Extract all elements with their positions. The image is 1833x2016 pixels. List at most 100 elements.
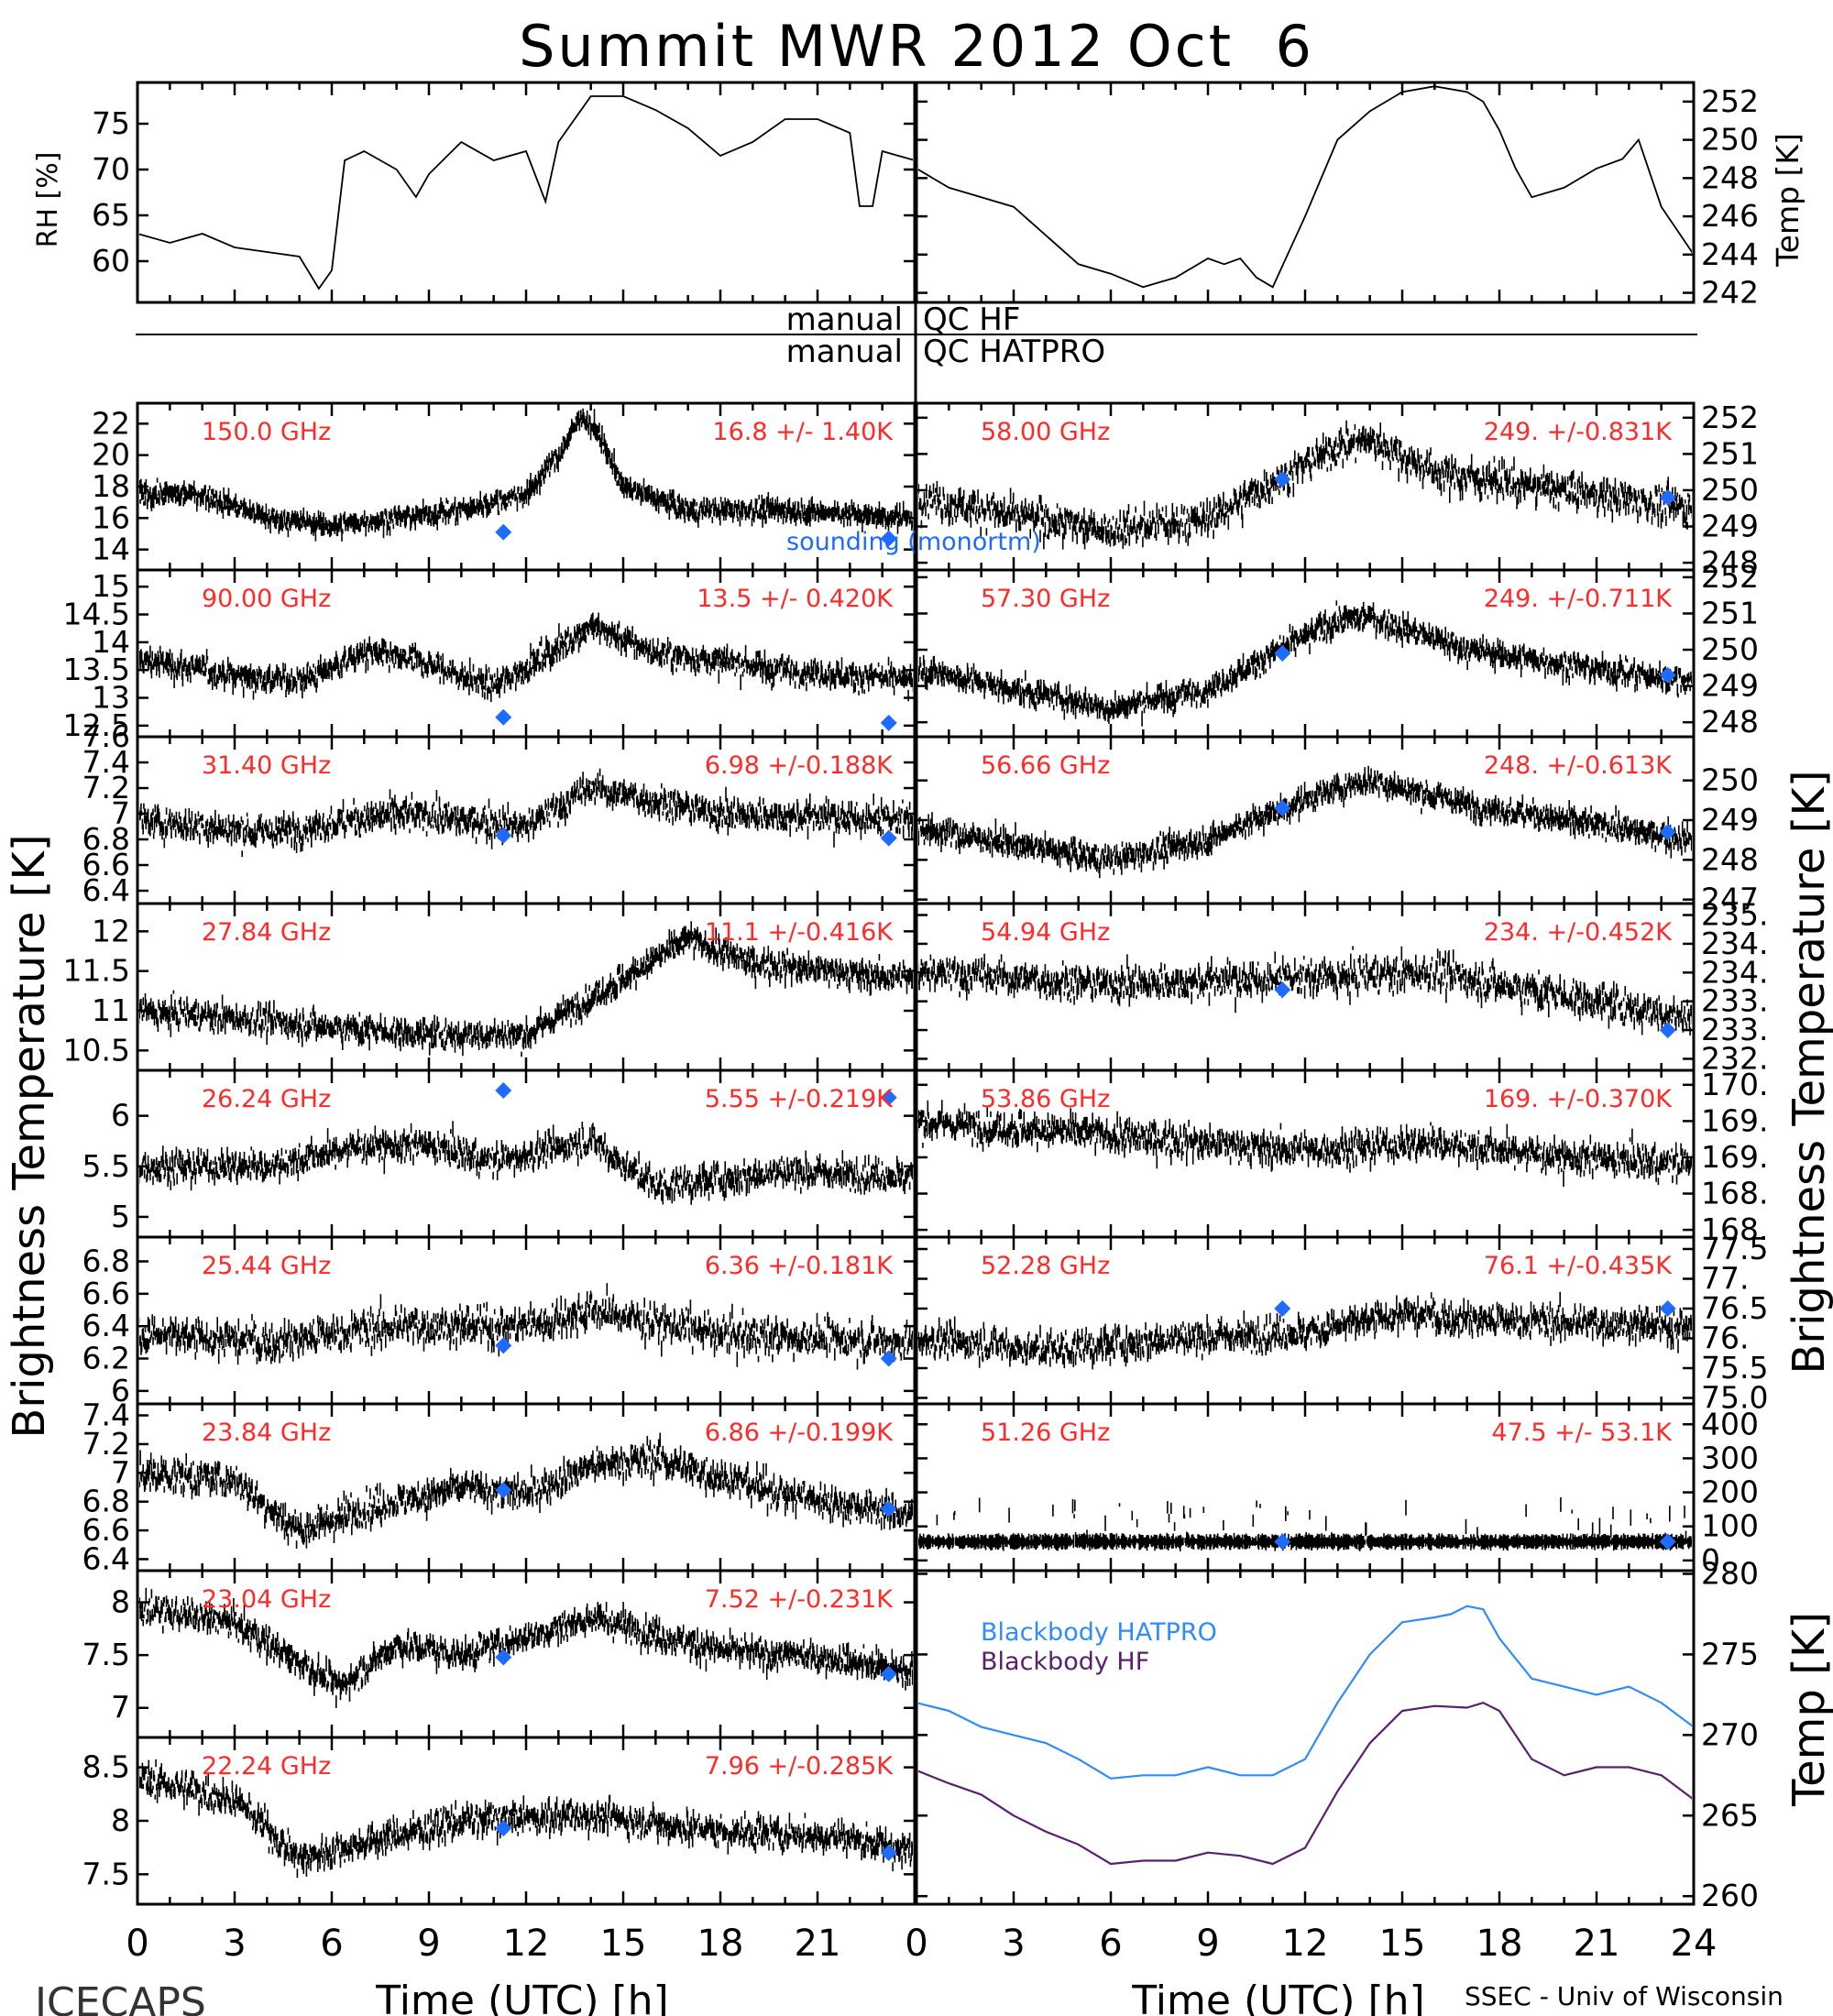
panel-51-26-ytick-label: 300: [1701, 1440, 1759, 1475]
panel-52-28-sounding-marker: [1274, 1300, 1291, 1317]
figure-title: Summit MWR 2012 Oct 6: [519, 13, 1314, 80]
panel-51-26-observations: [918, 1497, 1692, 1551]
panel-22-24-ytick-label: 7.5: [82, 1856, 130, 1891]
panel-23-04-observations: [139, 1587, 913, 1708]
panel-58-00-ytick-label: 249: [1701, 509, 1759, 544]
x-tick-label: 3: [223, 1923, 246, 1965]
panel-25-44-ytick-label: 6.8: [82, 1244, 130, 1279]
temp-axis-label-top: Temp [K]: [1770, 133, 1806, 268]
data-layer: [139, 85, 1692, 1879]
x-tick-label: 21: [795, 1923, 841, 1965]
panel-blackbody-ytick-label: 270: [1701, 1716, 1759, 1752]
panel-53-86-ytick-label: 169.: [1701, 1139, 1768, 1175]
panel-temp-series-line: [918, 85, 1692, 289]
panel-58-00-ytick-label: 250: [1701, 472, 1759, 508]
panel-25-44-ytick-label: 6.2: [82, 1341, 130, 1376]
panel-52-28-ytick-label: 75.0: [1701, 1380, 1768, 1416]
panel-53-86-ytick-label: 169.: [1701, 1102, 1768, 1138]
panel-23-04-sounding-marker: [880, 1665, 897, 1682]
panel-27-84-ytick-label: 11.5: [63, 953, 130, 989]
panel-52-28-ytick-label: 76.: [1701, 1320, 1749, 1356]
panel-52-28-ytick-label: 76.5: [1701, 1290, 1768, 1326]
panel-22-24-ytick-label: 8: [111, 1802, 130, 1838]
x-tick-label: 18: [1476, 1923, 1523, 1965]
x-tick-label: 12: [503, 1923, 550, 1965]
panel-22-24-observations: [139, 1759, 913, 1879]
bb-hatpro-legend-label: Blackbody HATPRO: [981, 1618, 1217, 1647]
panel-31-40-ytick-label: 7.4: [82, 744, 130, 780]
qc-hf-left-label: manual: [786, 301, 903, 338]
panel-blackbody-ytick-label: 265: [1701, 1797, 1759, 1833]
panel-90-sounding-marker: [495, 708, 512, 726]
panel-90-ytick-label: 12.5: [63, 707, 130, 743]
panel-31-40-sounding-marker: [880, 829, 897, 847]
panel-90-sounding-marker: [880, 714, 897, 731]
panel-25-44-ytick-label: 6.4: [82, 1308, 130, 1343]
panel-54-94-sounding-marker: [1659, 1022, 1676, 1039]
panel-58-00-ytick-label: 251: [1701, 435, 1759, 471]
panel-temp-ytick-label: 246: [1701, 198, 1759, 234]
panel-22-24-sounding-marker: [495, 1820, 512, 1837]
panel-51-26-ytick-label: 200: [1701, 1474, 1759, 1510]
x-tick-label: 6: [320, 1923, 343, 1965]
panel-54-94-sounding-marker: [1274, 981, 1291, 999]
panel-25-44-ytick-label: 6: [111, 1373, 130, 1408]
bb-hf-legend-label: Blackbody HF: [981, 1648, 1149, 1676]
panel-rh-ytick-label: 75: [92, 105, 130, 141]
panel-90-ytick-label: 15: [92, 568, 130, 604]
panel-56-66-observations: [918, 765, 1692, 879]
panel-54-94-stat-label: 234. +/-0.452K: [1484, 918, 1673, 947]
panel-57-30-ytick-label: 252: [1701, 559, 1759, 595]
panel-rh-frame: [136, 81, 916, 304]
panel-rh-ytick-label: 65: [92, 197, 130, 233]
panel-54-94-observations: [918, 946, 1692, 1035]
x-axis-label-left: Time (UTC) [h]: [375, 1978, 668, 2016]
footer-right: SSEC - Univ of Wisconsin: [1465, 1981, 1784, 2011]
panel-52-28-stat-label: 76.1 +/-0.435K: [1484, 1252, 1673, 1280]
panel-temp-frame: [915, 81, 1696, 304]
panel-23-04-ytick-label: 7.5: [82, 1637, 130, 1672]
panel-56-66-ytick-label: 247: [1701, 882, 1759, 917]
panel-58-00-freq-label: 58.00 GHz: [981, 418, 1110, 446]
panel-51-26-ytick-label: 100: [1701, 1508, 1759, 1544]
panel-58-00-sounding-marker: [1659, 488, 1676, 506]
axes-layer: [136, 81, 1696, 1906]
panel-31-40-stat-label: 6.98 +/-0.188K: [705, 751, 894, 780]
panel-51-26-sounding-marker: [1274, 1533, 1291, 1550]
panel-53-86-observations: [918, 1100, 1692, 1188]
panel-90-ytick-label: 13.5: [63, 652, 130, 687]
panel-23-84-ytick-label: 7.2: [82, 1426, 130, 1462]
panel-57-30-stat-label: 249. +/-0.711K: [1484, 585, 1673, 613]
panel-26-24-ytick-label: 5.5: [82, 1148, 130, 1184]
panel-31-40-ytick-label: 7: [111, 795, 130, 831]
x-tick-label: 6: [1099, 1923, 1122, 1965]
panel-51-26-ytick-label: 400: [1701, 1406, 1759, 1441]
panel-57-30-sounding-marker: [1659, 666, 1676, 684]
panel-57-30-observations: [918, 600, 1692, 727]
panel-90-stat-label: 13.5 +/- 0.420K: [697, 585, 894, 613]
panel-54-94-ytick-label: 234.: [1701, 926, 1768, 961]
panel-27-84-ytick-label: 11: [92, 992, 130, 1028]
qc-hf-right-label: QC HF: [923, 301, 1020, 338]
panel-150-ytick-label: 22: [92, 405, 130, 441]
x-tick-label: 15: [1379, 1923, 1426, 1965]
panel-58-00-sounding-marker: [1274, 471, 1291, 488]
panel-25-44-ytick-label: 6.6: [82, 1276, 130, 1311]
x-tick-label: 9: [1196, 1923, 1219, 1965]
panel-51-26-ytick-label: 0: [1701, 1542, 1720, 1578]
panel-150-sounding-marker: [880, 530, 897, 547]
panel-blackbody-series-hf: [918, 1702, 1692, 1866]
panel-52-28-ytick-label: 75.5: [1701, 1350, 1768, 1386]
x-tick-label: 3: [1002, 1923, 1025, 1965]
x-tick-label: 18: [697, 1923, 744, 1965]
panel-51-26-stat-label: 47.5 +/- 53.1K: [1491, 1419, 1673, 1447]
panel-rh-ytick-label: 60: [92, 243, 130, 279]
panel-56-66-sounding-marker: [1274, 800, 1291, 816]
panel-150-observations: [139, 408, 913, 542]
panel-53-86-freq-label: 53.86 GHz: [981, 1085, 1110, 1113]
panel-58-00-ytick-label: 248: [1701, 544, 1759, 580]
panel-temp-ytick-label: 244: [1701, 236, 1759, 272]
panel-150-stat-label: 16.8 +/- 1.40K: [712, 418, 894, 446]
panel-53-86-stat-label: 169. +/-0.370K: [1484, 1085, 1673, 1113]
